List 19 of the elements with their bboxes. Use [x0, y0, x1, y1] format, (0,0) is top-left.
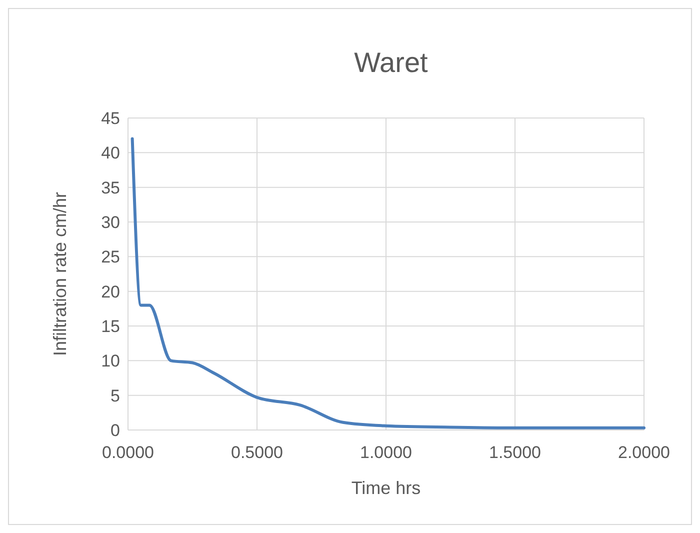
- y-tick-label: 20: [101, 282, 120, 302]
- y-tick-label: 45: [101, 108, 120, 128]
- chart-title: Waret: [354, 47, 428, 78]
- x-tick-label: 0.5000: [231, 443, 283, 462]
- line-series: [130, 137, 646, 430]
- x-tick-label: 0.0000: [102, 443, 154, 462]
- y-tick-label: 30: [101, 212, 120, 232]
- y-tick-label: 10: [101, 352, 120, 371]
- y-tick-label: 35: [101, 178, 120, 198]
- x-tick-label: 1.5000: [489, 443, 541, 462]
- x-axis-title: Time hrs: [351, 478, 421, 498]
- y-tick-label: 15: [101, 316, 120, 336]
- x-tick-label: 1.0000: [360, 443, 412, 462]
- x-tick-label: 2.0000: [618, 443, 670, 462]
- y-axis-title: Infiltration rate cm/hr: [50, 192, 70, 356]
- y-tick-label: 5: [110, 386, 120, 406]
- y-tick-label: 40: [101, 144, 120, 163]
- y-tick-label: 25: [101, 248, 120, 267]
- y-tick-label: 0: [110, 420, 120, 440]
